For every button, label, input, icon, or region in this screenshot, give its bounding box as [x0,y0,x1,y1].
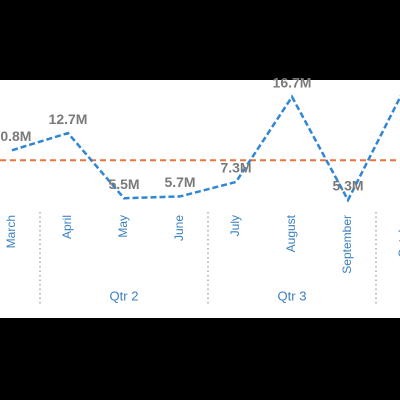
data-label: 5.5M [108,176,139,192]
plot-area [0,80,400,318]
data-label: 7.3M [220,160,251,176]
x-tick-label: October [396,215,400,258]
data-label: 5.7M [164,174,195,190]
group-label: Qtr 2 [110,288,139,303]
data-label: 16.7M [273,75,312,91]
data-label: 12.7M [49,111,88,127]
data-label: 10.8M [0,128,31,144]
x-tick-label: April [60,215,74,239]
x-tick-label: August [284,214,298,252]
x-tick-label: June [172,215,186,241]
x-tick-label: May [116,215,130,238]
x-tick-label: March [4,215,18,248]
x-tick-label: September [340,215,354,274]
x-tick-label: July [228,215,242,236]
group-label: Qtr 3 [278,288,307,303]
data-line [11,94,400,203]
data-label: 5.3M [332,178,363,194]
